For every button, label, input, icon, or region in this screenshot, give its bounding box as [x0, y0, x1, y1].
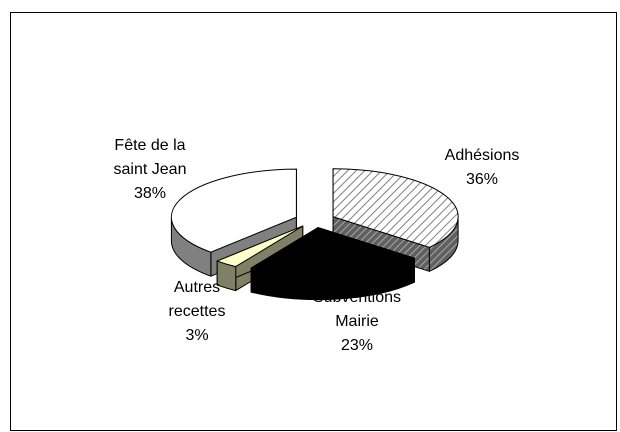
slice — [332, 168, 459, 248]
value-label: 3% — [185, 327, 209, 344]
slice — [170, 168, 297, 253]
value-label: 36% — [465, 171, 499, 188]
pie — [170, 168, 459, 301]
category-label: Fête de la saint Jean — [113, 137, 187, 178]
value-label: 23% — [340, 337, 374, 354]
chart-frame — [10, 12, 617, 431]
data-label: Autres recettes 3% — [157, 276, 237, 348]
data-label: Subventions Mairie 23% — [292, 286, 422, 358]
data-label: Adhésions 36% — [432, 144, 532, 192]
data-label: Fête de la saint Jean 38% — [105, 134, 195, 206]
category-label: Autres recettes — [168, 279, 226, 320]
slice — [216, 225, 304, 268]
slice — [250, 227, 415, 277]
value-label: 38% — [133, 185, 167, 202]
category-label: Adhésions — [444, 147, 520, 164]
category-label: Subventions Mairie — [312, 289, 402, 330]
